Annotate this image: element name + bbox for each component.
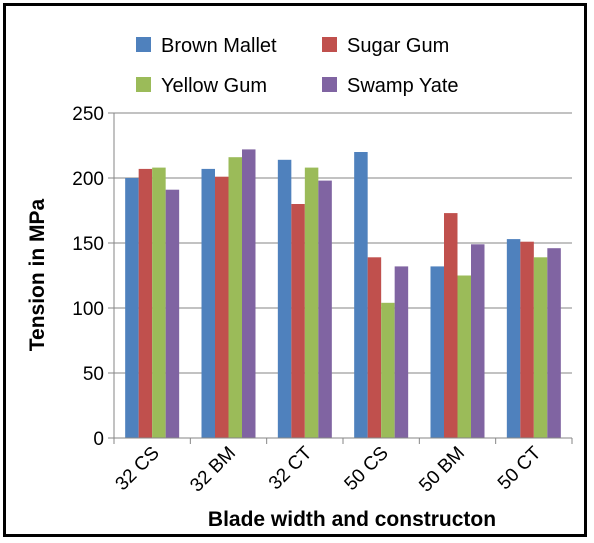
bar-brown-mallet-32-ct bbox=[277, 159, 292, 439]
y-tick-label-150: 150 bbox=[72, 234, 104, 255]
legend-label-brown-mallet: Brown Mallet bbox=[161, 35, 277, 57]
bar-yellow-gum-50-bm bbox=[457, 275, 471, 438]
bar-sugar-gum-50-cs bbox=[367, 257, 382, 438]
legend-label-swamp-yate: Swamp Yate bbox=[347, 75, 459, 97]
bar-swamp-yate-32-bm bbox=[242, 149, 256, 438]
legend-swatch-brown-mallet bbox=[136, 37, 151, 52]
bar-sugar-gum-32-ct bbox=[291, 204, 305, 438]
legend-swatch-sugar-gum bbox=[322, 37, 337, 52]
x-tick-label-32-ct: 32 CT bbox=[265, 442, 317, 494]
bar-brown-mallet-32-cs bbox=[125, 178, 139, 438]
bar-brown-mallet-50-cs bbox=[354, 152, 368, 438]
y-tick-labels: 0 50 100 150 200 250 bbox=[72, 104, 104, 450]
bar-yellow-gum-32-bm bbox=[228, 157, 242, 438]
x-tick-label-50-bm: 50 BM bbox=[415, 443, 469, 497]
bar-swamp-yate-32-cs bbox=[165, 189, 180, 438]
bar-sugar-gum-50-bm bbox=[444, 213, 458, 438]
bar-yellow-gum-32-ct bbox=[304, 167, 319, 438]
bar-yellow-gum-50-ct bbox=[533, 257, 548, 438]
legend-swatch-swamp-yate bbox=[322, 77, 337, 92]
x-tick-label-50-cs: 50 CS bbox=[341, 443, 393, 495]
bar-yellow-gum-50-cs bbox=[381, 302, 395, 438]
bar-swamp-yate-32-ct bbox=[318, 180, 332, 438]
bar-brown-mallet-32-bm bbox=[201, 168, 215, 438]
y-tick-label-50: 50 bbox=[83, 364, 104, 385]
axes bbox=[113, 113, 573, 444]
bar-swamp-yate-50-cs bbox=[394, 266, 409, 438]
y-tick-label-100: 100 bbox=[72, 299, 104, 320]
bar-sugar-gum-50-ct bbox=[520, 241, 534, 438]
legend: Brown Mallet Sugar Gum Yellow Gum Swamp Yat… bbox=[136, 35, 459, 97]
y-tick-label-200: 200 bbox=[72, 169, 104, 190]
bar-brown-mallet-50-bm bbox=[430, 266, 444, 438]
x-tick-label-32-bm: 32 BM bbox=[186, 443, 240, 497]
x-tick-labels: 32 CS 32 BM 32 CT 50 CS 50 BM 50 CT bbox=[112, 442, 546, 496]
bar-swamp-yate-50-bm bbox=[471, 244, 485, 438]
legend-swatch-yellow-gum bbox=[136, 77, 151, 92]
legend-label-sugar-gum: Sugar Gum bbox=[347, 35, 449, 57]
bars bbox=[125, 149, 561, 439]
bar-sugar-gum-32-bm bbox=[215, 176, 229, 438]
y-axis-title: Tension in MPa bbox=[26, 198, 49, 351]
gridlines bbox=[108, 112, 572, 439]
legend-label-yellow-gum: Yellow Gum bbox=[161, 75, 267, 97]
bar-yellow-gum-32-cs bbox=[152, 167, 166, 438]
x-axis-title: Blade width and constructon bbox=[208, 508, 496, 531]
y-tick-label-0: 0 bbox=[93, 429, 104, 450]
x-tick-label-50-ct: 50 CT bbox=[494, 442, 546, 494]
x-tick-label-32-cs: 32 CS bbox=[112, 443, 164, 495]
bar-swamp-yate-50-ct bbox=[547, 248, 561, 438]
bar-brown-mallet-50-ct bbox=[506, 239, 521, 438]
y-tick-label-250: 250 bbox=[72, 104, 104, 125]
bar-sugar-gum-32-cs bbox=[138, 168, 153, 438]
